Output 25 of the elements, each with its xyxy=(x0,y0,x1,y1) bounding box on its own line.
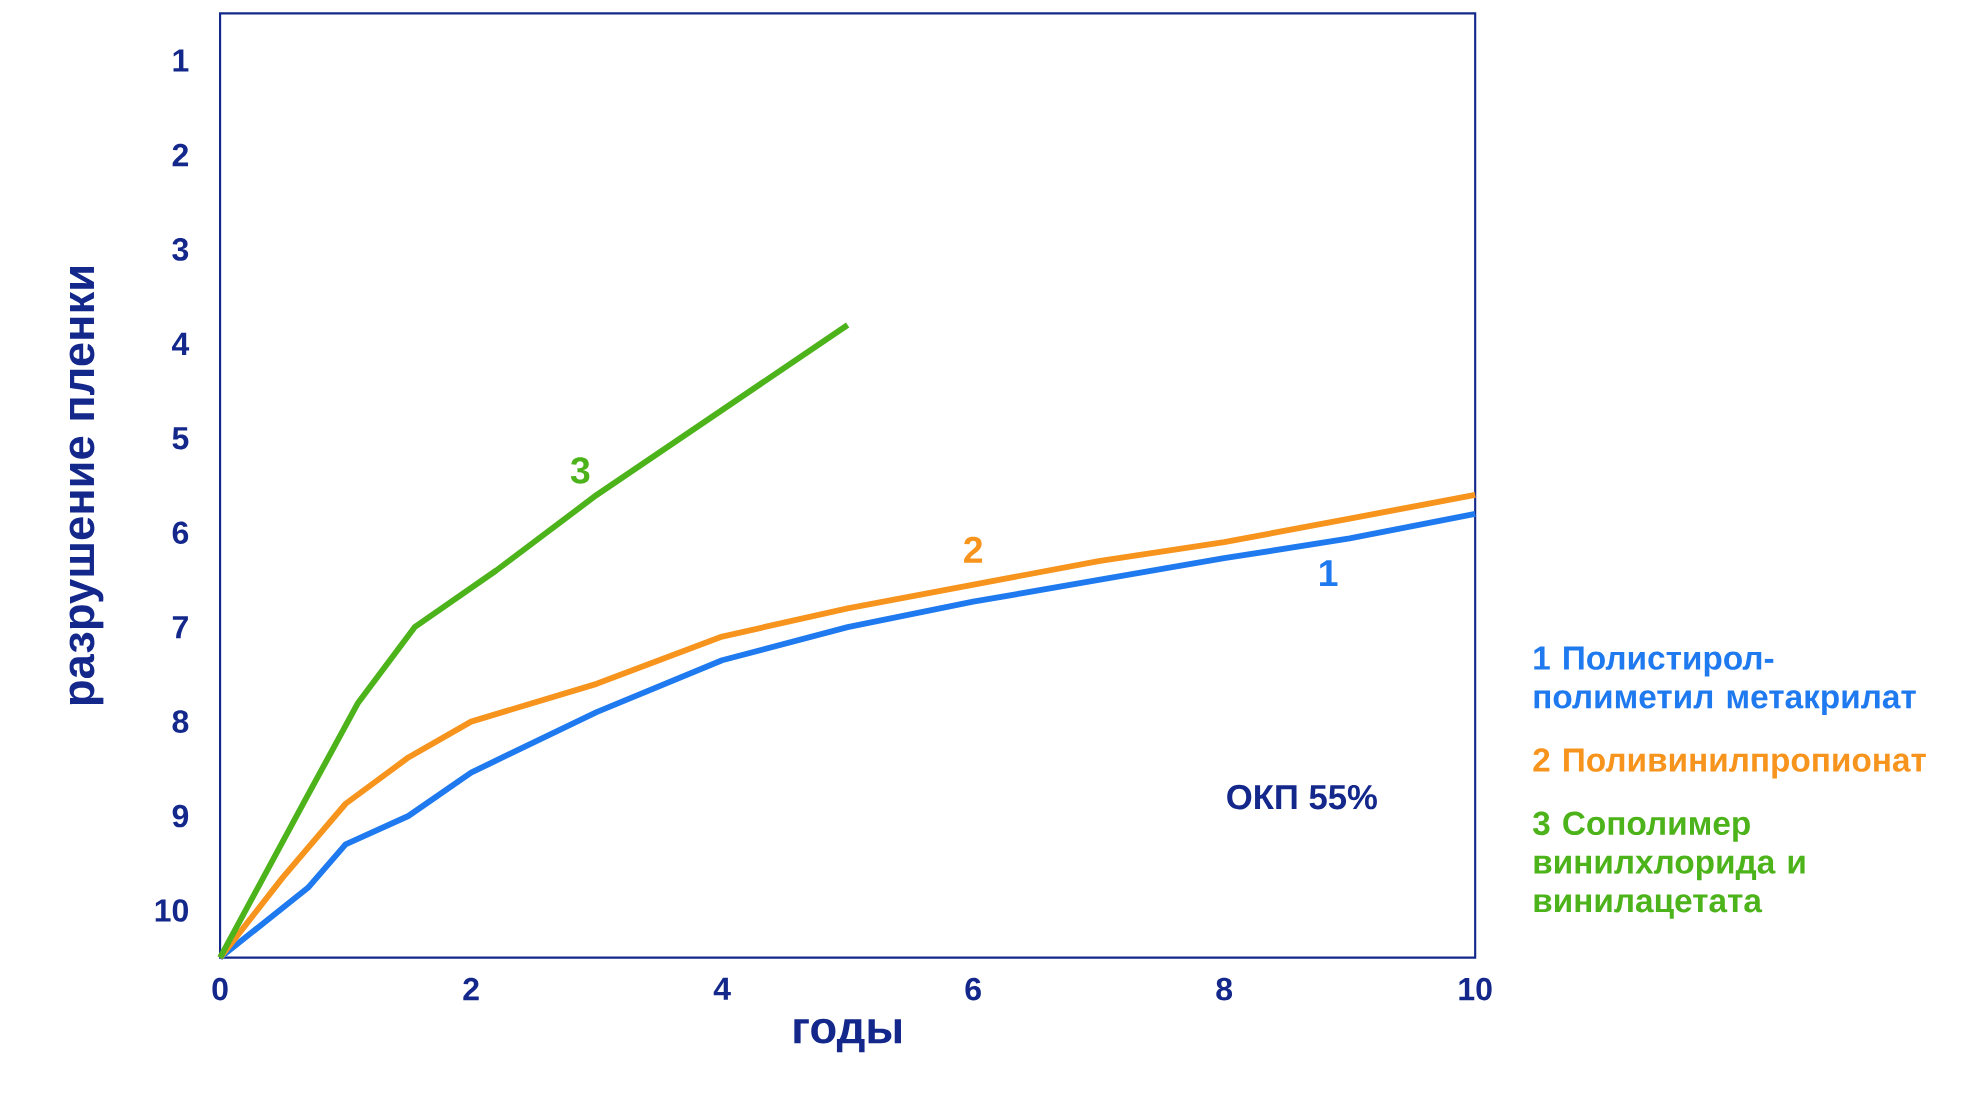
text: 2 Поливинилпропионат xyxy=(1533,748,1926,779)
annotation: 3 xyxy=(570,457,590,484)
annotation: ОКП 55% xyxy=(1227,785,1377,810)
x-tick-label: 10 xyxy=(1459,977,1492,1001)
annotation: 2 xyxy=(964,536,983,563)
y-tick-label: 5 xyxy=(172,427,189,450)
x-tick-label: 0 xyxy=(212,977,228,1001)
y-tick-label: 8 xyxy=(172,710,189,734)
y-axis-title: разрушение пленки xyxy=(69,267,104,705)
y-tick-label: 7 xyxy=(172,616,188,639)
y-tick-label: 4 xyxy=(172,333,190,356)
y-tick-label: 2 xyxy=(172,143,189,167)
x-axis-title: годы xyxy=(794,1018,901,1053)
text: 1 Полистирол-полиметил метакрилат xyxy=(1534,646,1916,716)
x-tick-label: 4 xyxy=(713,977,731,1000)
x-tick-label: 8 xyxy=(1216,977,1233,1001)
y-tick-label: 9 xyxy=(172,804,189,828)
y-tick-label: 1 xyxy=(173,49,189,72)
y-tick-label: 3 xyxy=(172,238,189,261)
annotation: 1 xyxy=(1320,560,1338,587)
x-tick-label: 6 xyxy=(965,977,981,1001)
y-tick-label: 10 xyxy=(155,899,188,922)
text: 3 Сополимер винилхлорида и винилацетата xyxy=(1532,811,1805,919)
y-tick-label: 6 xyxy=(172,521,189,545)
x-tick-label: 2 xyxy=(463,977,479,1001)
